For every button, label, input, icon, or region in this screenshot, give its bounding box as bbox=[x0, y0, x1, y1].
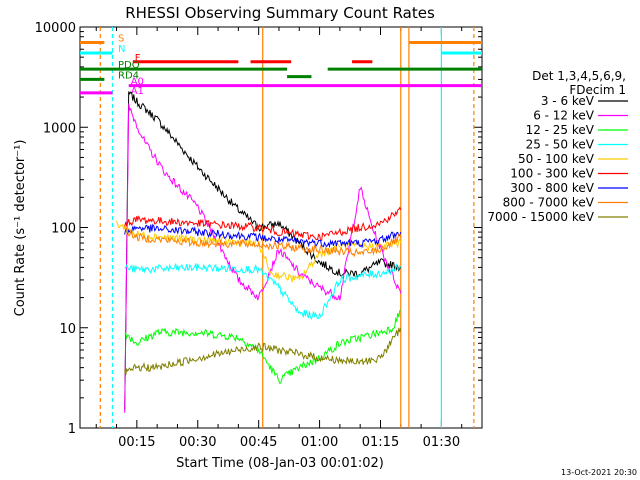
y-axis-label: Count Rate (s⁻¹ detector⁻¹) bbox=[13, 140, 28, 317]
x-tick-label: 01:00 bbox=[301, 435, 338, 450]
legend-header: FDecim 1 bbox=[569, 83, 626, 97]
x-axis-label: Start Time (08-Jan-03 00:01:02) bbox=[176, 456, 384, 471]
series-line bbox=[124, 91, 402, 410]
x-tick-label: 00:45 bbox=[240, 435, 277, 450]
x-tick-label: 01:30 bbox=[423, 435, 460, 450]
series-line bbox=[124, 226, 402, 258]
series-line bbox=[124, 206, 402, 242]
series-line bbox=[124, 103, 402, 413]
legend-entry-label: 12 - 25 keV bbox=[526, 123, 595, 137]
legend-entry-label: 300 - 800 keV bbox=[510, 181, 594, 195]
flag-label: A0 bbox=[131, 77, 144, 88]
flag-label: RD4 bbox=[118, 70, 139, 81]
legend-entry-label: 6 - 12 keV bbox=[533, 109, 595, 123]
flag-label: A1 bbox=[131, 86, 144, 97]
flag-label: F bbox=[135, 53, 141, 64]
x-tick-label: 00:30 bbox=[179, 435, 216, 450]
series-line bbox=[124, 262, 402, 320]
legend-entry-label: 50 - 100 keV bbox=[518, 152, 595, 166]
flag-label: N bbox=[118, 44, 125, 55]
series-line bbox=[124, 309, 401, 385]
y-tick-label: 10000 bbox=[35, 21, 76, 36]
y-tick-label: 1000 bbox=[43, 121, 76, 136]
flag-label: PDO bbox=[118, 60, 140, 71]
series-line bbox=[124, 327, 402, 376]
legend-entry-label: 7000 - 15000 keV bbox=[487, 210, 594, 224]
legend-entry-label: 100 - 300 keV bbox=[510, 167, 594, 181]
legend-entry-label: 25 - 50 keV bbox=[526, 138, 595, 152]
chart-title: RHESSI Observing Summary Count Rates bbox=[125, 4, 435, 22]
footer-timestamp: 13-Oct-2021 20:30 bbox=[561, 468, 637, 477]
legend-entry-label: 800 - 7000 keV bbox=[503, 196, 595, 210]
legend-header: Det 1,3,4,5,6,9, bbox=[532, 69, 626, 83]
y-tick-label: 100 bbox=[51, 222, 76, 237]
flag-label: S bbox=[118, 34, 124, 45]
y-tick-label: 1 bbox=[68, 422, 76, 437]
plot-area: 1 10 100 1000 10000 00:15 00:30 00:45 01:00 01:15… bbox=[35, 21, 483, 450]
legend-entry-label: 3 - 6 keV bbox=[541, 94, 595, 108]
x-tick-label: 01:15 bbox=[362, 435, 399, 450]
x-tick-label: 00:15 bbox=[118, 435, 155, 450]
y-tick-label: 10 bbox=[59, 322, 76, 337]
series-line bbox=[124, 223, 402, 249]
